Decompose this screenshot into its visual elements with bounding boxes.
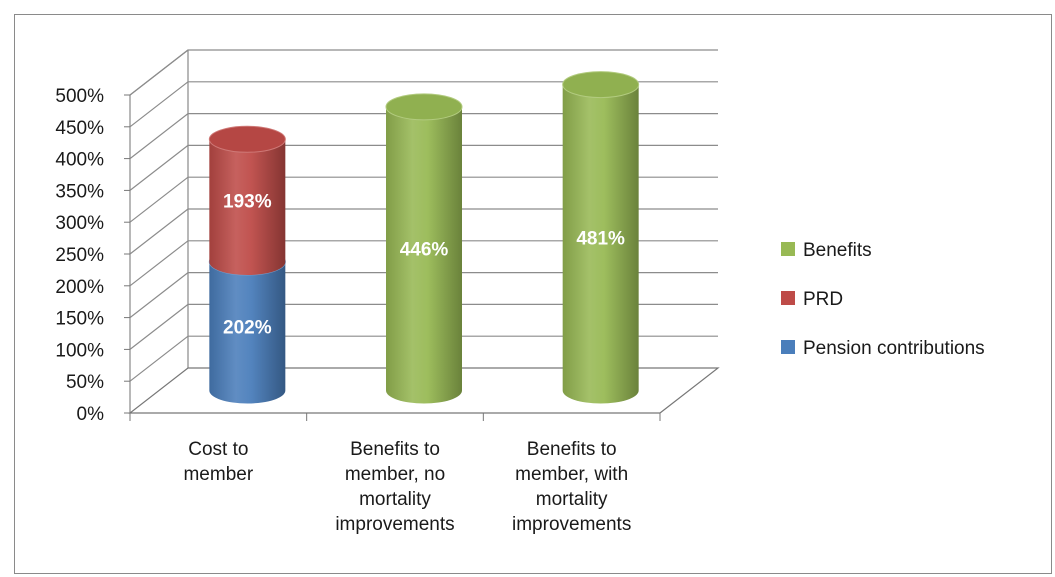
y-tick-label: 0%: [77, 404, 105, 425]
gridline: [129, 144, 718, 191]
gridline: [129, 49, 718, 96]
category-label: Cost to member: [183, 439, 253, 485]
gridline: [129, 112, 718, 160]
gridline: [129, 303, 718, 350]
legend-item: PRD: [781, 289, 843, 310]
legend-label: Benefits: [803, 240, 872, 261]
data-label: 193%: [223, 192, 272, 213]
chart-area: [14, 14, 1052, 574]
category-label: Benefits to member, no mortality improvemen…: [335, 439, 454, 535]
bar-top: [208, 125, 286, 153]
bar-body: [209, 139, 286, 276]
data-label: 481%: [576, 229, 625, 250]
bar-body: [209, 262, 286, 404]
y-tick-label: 400%: [55, 150, 104, 171]
bar-body: [562, 84, 639, 404]
gridline: [129, 81, 718, 128]
y-tick-label: 200%: [55, 277, 104, 298]
bar-segment: 481%: [562, 71, 640, 404]
bar-body: [386, 106, 462, 404]
bar-segment: 193%: [208, 125, 286, 276]
gridline: [129, 176, 718, 223]
y-tick-label: 300%: [55, 213, 104, 234]
legend: Benefits PRD Pension contributions: [781, 240, 985, 359]
y-axis-ticks: 0% 50% 100% 150% 200% 250% 300% 350% 400% 450% 500…: [55, 86, 661, 425]
legend-label: Pension contributions: [803, 338, 985, 359]
legend-item: Pension contributions: [781, 338, 985, 359]
y-tick-label: 500%: [55, 86, 104, 107]
bar-segment: 446%: [385, 93, 463, 404]
bars: 202% 193% 446% 481%: [208, 71, 640, 404]
y-tick-label: 250%: [55, 245, 104, 266]
legend-swatch: [781, 340, 795, 354]
gridline: [129, 335, 718, 382]
legend-swatch: [781, 291, 795, 305]
legend-label: PRD: [803, 289, 843, 310]
gridline: [129, 208, 718, 255]
y-tick-label: 100%: [55, 340, 104, 361]
bar-top: [562, 71, 640, 99]
y-tick-label: 450%: [55, 118, 104, 139]
data-label: 202%: [223, 317, 272, 338]
legend-item: Benefits: [781, 240, 872, 261]
gridline: [129, 272, 718, 319]
y-tick-label: 150%: [55, 309, 104, 330]
category-label: Benefits to member, with mortality improvem…: [512, 439, 631, 535]
y-tick-label: 350%: [55, 181, 104, 202]
gridline: [129, 240, 718, 287]
x-axis-labels: Cost to member Benefits to member, no mortal…: [183, 439, 631, 535]
data-label: 446%: [400, 240, 449, 261]
gridlines: [129, 49, 718, 382]
bar-top: [385, 93, 463, 121]
legend-swatch: [781, 242, 795, 256]
y-tick-label: 50%: [66, 372, 104, 393]
